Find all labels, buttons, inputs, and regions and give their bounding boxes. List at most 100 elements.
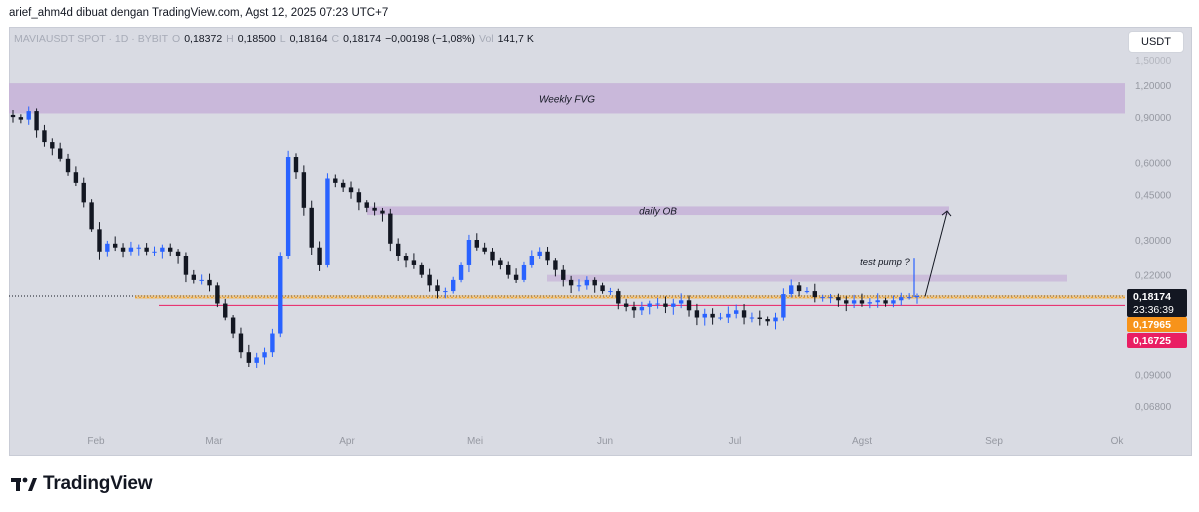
candle-body [73, 172, 79, 183]
candle-body [183, 256, 189, 275]
candle-body [89, 202, 94, 230]
volume-label: Vol [479, 33, 494, 45]
candle-body [844, 300, 849, 304]
candle-body [671, 303, 676, 307]
candle-body [859, 300, 865, 304]
candle-body [639, 306, 645, 311]
price-badge [1127, 317, 1187, 333]
candle-body [765, 319, 770, 322]
y-tick-label: 0,06800 [1135, 402, 1172, 413]
countdown-label: 23:36:39 [1133, 304, 1174, 316]
y-tick-label: 0,30000 [1135, 236, 1172, 247]
close-label: C [331, 33, 340, 45]
orange-band [135, 295, 1125, 300]
candle-body [773, 317, 778, 322]
candle-body [42, 130, 47, 143]
candle-body [576, 285, 582, 287]
candle-body [789, 285, 794, 295]
candle-body [623, 303, 629, 307]
candle-body [663, 303, 668, 307]
candle-body [152, 251, 157, 253]
price-badge [1127, 333, 1187, 349]
candle-body [875, 300, 880, 303]
candle-body [686, 300, 692, 311]
y-tick-label: 1,50000 [1135, 56, 1172, 67]
candle-body [333, 178, 338, 183]
candle-body [254, 357, 259, 363]
candle-body [199, 279, 204, 281]
candle-body [812, 291, 818, 298]
candle-body [10, 114, 16, 118]
candle-body [726, 313, 731, 318]
candle-body [372, 207, 377, 211]
close-value: 0,18174 [343, 33, 382, 45]
candle-body [230, 317, 236, 334]
candle-body [293, 157, 299, 173]
price-badge-label: 0,18174 [1133, 291, 1171, 303]
price-badge [1127, 289, 1187, 318]
candle-body [474, 240, 479, 248]
candle-body [26, 111, 31, 120]
candle-body [749, 317, 755, 319]
candle-body [498, 260, 503, 265]
candle-body [466, 240, 472, 265]
candle-body [120, 247, 126, 252]
candle-body [144, 247, 149, 252]
candle-body [600, 285, 605, 292]
candle-body [160, 247, 165, 252]
candle-body [899, 297, 904, 301]
candle-body [411, 260, 417, 265]
price-badge-label: 0,17965 [1133, 319, 1171, 331]
open-value: 0,18372 [184, 33, 223, 45]
candle-body [584, 279, 590, 286]
x-tick-label: Agst [852, 436, 872, 447]
candle-body [207, 279, 212, 286]
candle-body [545, 251, 550, 261]
candle-body [136, 247, 141, 249]
candle-body [112, 243, 118, 248]
candle-body [804, 291, 810, 293]
candle-body [490, 251, 495, 261]
candle-body [828, 297, 833, 299]
candle-body [718, 317, 723, 319]
candle-body [34, 111, 39, 131]
projection-arrow [924, 211, 948, 297]
change-value: −0,00198 (−1,08%) [385, 33, 476, 45]
candle-body [836, 297, 841, 301]
candle-body [18, 117, 24, 120]
x-tick-label: Mar [205, 436, 223, 447]
candle-body [301, 172, 307, 208]
candle-body [506, 264, 511, 275]
candle-body [741, 310, 747, 318]
x-tick-label: Jul [729, 436, 742, 447]
symbol-name: MAVIAUSDT SPOT · 1D · BYBIT [14, 33, 169, 45]
annotation-test-pump: test pump ? [860, 257, 910, 268]
currency-button[interactable]: USDT [1128, 31, 1184, 53]
candle-body [340, 182, 346, 188]
candle-body [867, 302, 873, 304]
candle-body [128, 247, 134, 252]
candle-body [529, 256, 535, 265]
candle-body [443, 291, 448, 293]
candle-body [270, 333, 275, 353]
y-tick-label: 0,22000 [1135, 271, 1172, 282]
zone-1 [9, 83, 1125, 114]
candle-body [914, 296, 920, 298]
candle-body [537, 251, 542, 257]
symbol-legend: MAVIAUSDT SPOT · 1D · BYBIT O 0,18372 H 0,… [14, 33, 534, 45]
x-tick-label: Jun [597, 436, 613, 447]
candle-body [65, 158, 71, 173]
candle-body [57, 148, 63, 159]
y-tick-label: 0,45000 [1135, 191, 1172, 202]
candle-body [285, 157, 291, 257]
candle-body [348, 187, 354, 193]
y-tick-label: 0,09000 [1135, 371, 1172, 382]
candle-body [883, 300, 888, 304]
brand-name: TradingView [43, 473, 153, 494]
price-chart[interactable]: Weekly FVG daily OB test pump ? 1,50000 1,20… [9, 27, 1192, 456]
candle-body [757, 317, 762, 320]
candle-body [435, 285, 440, 292]
candle-body [710, 313, 715, 318]
x-tick-label: Sep [985, 436, 1003, 447]
candle-body [97, 229, 102, 252]
